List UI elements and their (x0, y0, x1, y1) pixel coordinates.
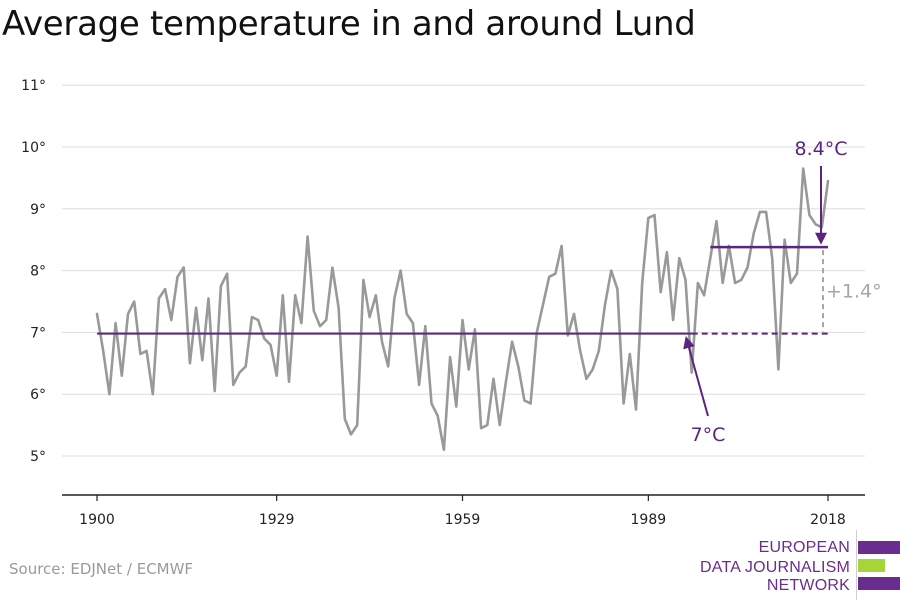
chart-title: Average temperature in and around Lund (2, 4, 696, 44)
temperature-series (95, 167, 830, 452)
x-tick-label-1929: 1929 (259, 512, 295, 528)
label-baseline-average: 7°C (691, 424, 726, 446)
logo-line-european: EUROPEAN (758, 539, 850, 556)
y-tick-label-7: 7° (30, 325, 46, 341)
logo-line-data-journalism: DATA JOURNALISM (700, 559, 850, 576)
y-tick-label-9: 9° (30, 202, 46, 218)
y-axis-ticks: 5° 6° 7° 8° 9° 10° 11° (21, 78, 46, 465)
x-axis: 1900 1929 1959 1989 2018 (62, 494, 865, 528)
label-recent-average: 8.4°C (795, 138, 848, 160)
logo-separator (856, 530, 857, 600)
x-tick-label-2018: 2018 (810, 512, 846, 528)
logo-bar-purple-bottom (858, 577, 900, 590)
annotations: 8.4°C 7°C +1.4° (683, 138, 882, 446)
edjnet-logo: EUROPEAN DATA JOURNALISM NETWORK (700, 530, 900, 600)
y-tick-label-5: 5° (30, 449, 46, 465)
y-tick-label-10: 10° (21, 140, 46, 156)
x-tick-label-1900: 1900 (79, 512, 115, 528)
logo-bar-green (858, 559, 885, 572)
x-tick-label-1959: 1959 (445, 512, 481, 528)
arrow-baseline-average (683, 336, 709, 417)
series-line-0 (95, 167, 830, 452)
y-tick-label-11: 11° (21, 78, 46, 94)
logo-bar-purple-top (858, 541, 900, 554)
x-tick-label-1989: 1989 (631, 512, 667, 528)
y-tick-label-6: 6° (30, 387, 46, 403)
reference-lines (97, 245, 828, 335)
label-difference: +1.4° (826, 280, 882, 302)
y-tick-label-8: 8° (30, 264, 46, 280)
logo-line-network: NETWORK (766, 577, 850, 594)
source-note: Source: EDJNet / ECMWF (9, 560, 194, 578)
